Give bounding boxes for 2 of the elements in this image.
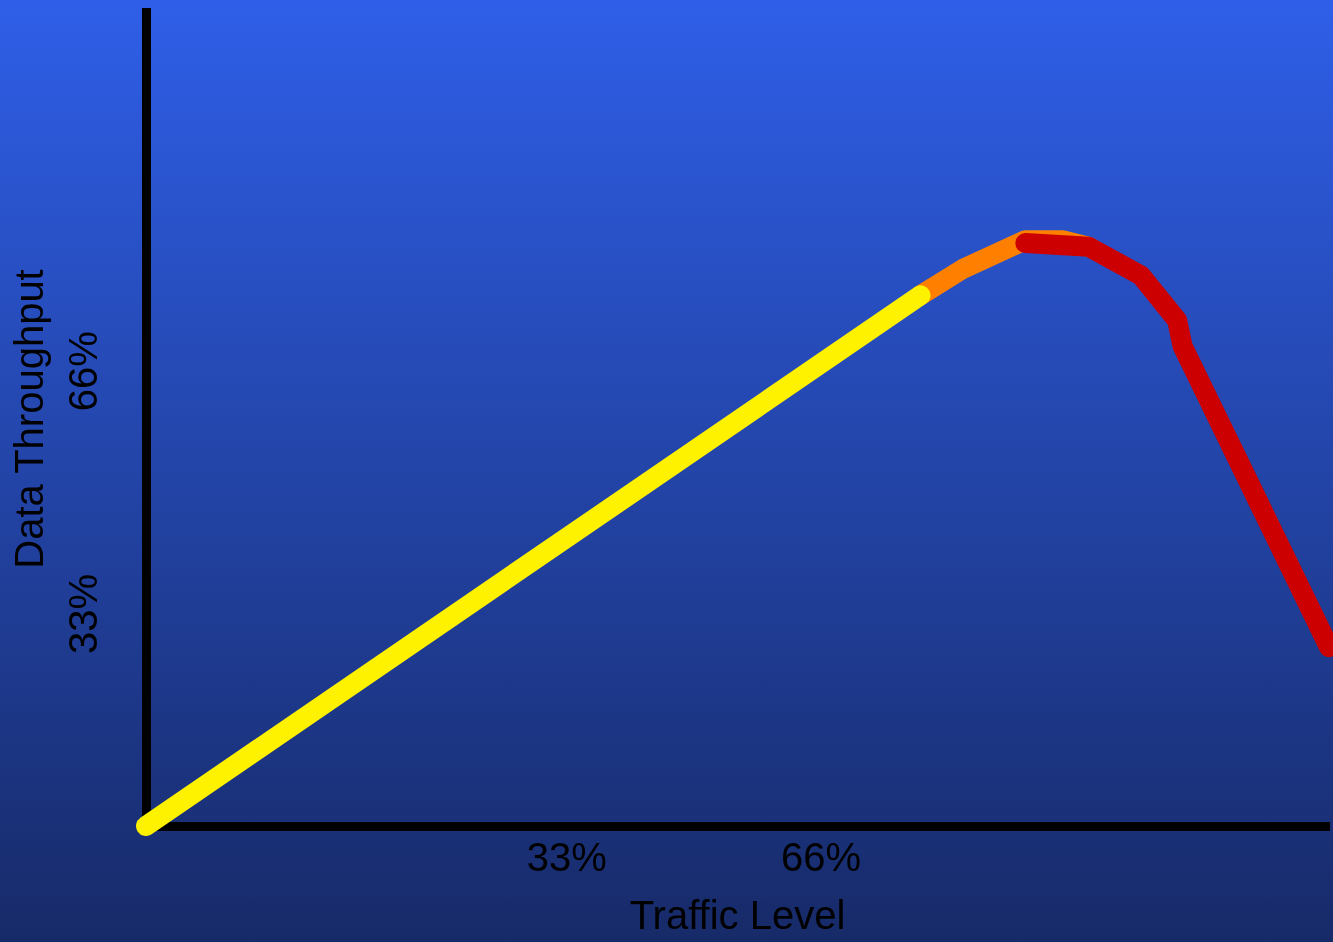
x-axis-title: Traffic Level xyxy=(629,893,846,938)
y-axis-title: Data Throughput xyxy=(7,269,52,569)
